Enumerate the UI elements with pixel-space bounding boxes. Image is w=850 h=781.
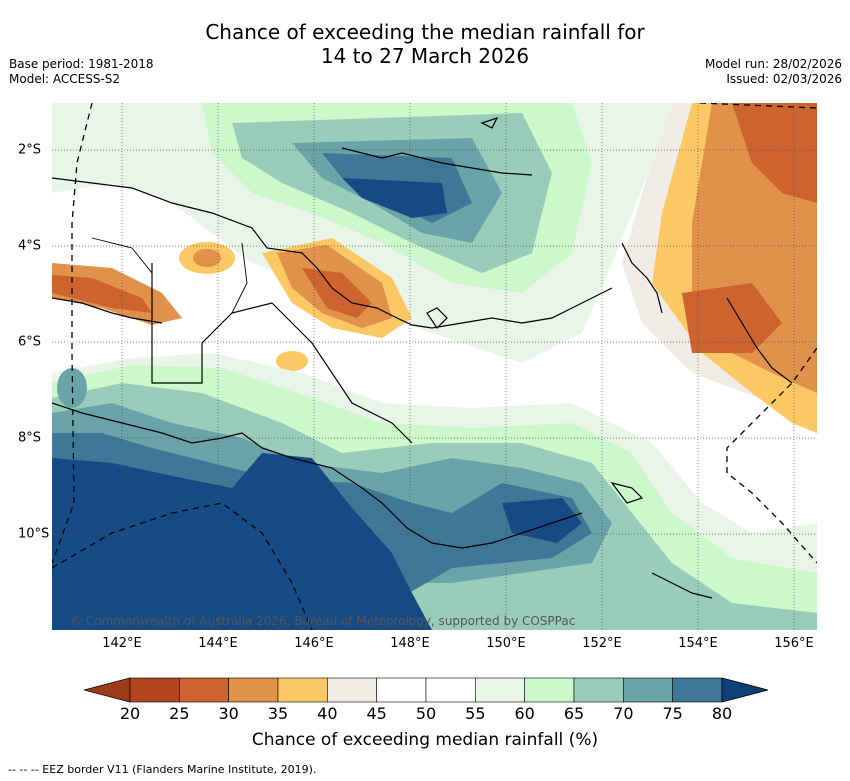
colorbar-title: Chance of exceeding median rainfall (%) [251, 730, 599, 750]
colorbar-label-80: 80 [711, 704, 733, 723]
colorbar [84, 677, 768, 703]
colorbar-label-75: 75 [662, 704, 683, 723]
eez-footnote: -- -- -- EEZ border V11 (Flanders Marine… [8, 763, 317, 776]
colorbar-swatch-40 [327, 677, 377, 703]
title-line-2: 14 to 27 March 2026 [320, 44, 530, 68]
lon-tick-150e: 150°E [486, 636, 526, 651]
colorbar-label-40: 40 [317, 704, 338, 723]
region-25-central [302, 268, 372, 318]
region-30-small-1 [193, 249, 221, 267]
eez-borders [52, 103, 817, 630]
colorbar-over-triangle [721, 677, 768, 703]
colorbar-label-25: 25 [169, 704, 190, 723]
lon-axis: 142°E 144°E 146°E 148°E 150°E 152°E 154°… [0, 636, 850, 654]
base-period-text: Base period: 1981-2018 [9, 57, 154, 71]
region-80-south [52, 453, 432, 630]
colorbar-swatch-70 [623, 677, 673, 703]
lon-tick-144e: 144°E [198, 636, 238, 651]
region-25-30-east-2 [682, 283, 782, 353]
colorbar-label-55: 55 [465, 704, 486, 723]
lat-tick-8s: 8°S [18, 430, 42, 446]
colorbar-label-65: 65 [563, 704, 585, 723]
map-title: Chance of exceeding the median rainfall … [0, 20, 850, 68]
lat-tick-6s: 6°S [18, 334, 42, 350]
copyright-text: © Commonwealth of Australia 2026, Bureau… [70, 614, 576, 628]
colorbar-swatch-25 [179, 677, 229, 703]
lon-tick-146e: 146°E [294, 636, 334, 651]
rainfall-map [52, 103, 817, 630]
region-25-west [52, 275, 152, 313]
model-text: Model: ACCESS-S2 [9, 72, 121, 86]
lon-tick-154e: 154°E [678, 636, 718, 651]
lon-tick-156e: 156°E [774, 636, 814, 651]
colorbar-label-50: 50 [415, 704, 437, 723]
province-borders [91, 237, 248, 378]
meta-right: Model run: 28/02/2026 Issued: 02/03/2026 [705, 57, 842, 87]
lon-tick-148e: 148°E [390, 636, 430, 651]
colorbar-labels: 20 25 30 35 40 45 50 55 60 65 70 75 80 [0, 704, 850, 724]
region-25-30-east [732, 103, 817, 203]
colorbar-swatch-60 [524, 677, 575, 703]
map-canvas [52, 103, 817, 630]
meta-left: Base period: 1981-2018 Model: ACCESS-S2 [9, 57, 154, 87]
colorbar-label-70: 70 [613, 704, 634, 723]
lat-tick-10s: 10°S [18, 526, 50, 542]
graticule [52, 103, 817, 630]
colorbar-label-45: 45 [366, 704, 387, 723]
lat-tick-4s: 4°S [18, 238, 42, 254]
region-80-north [342, 178, 447, 218]
region-35-small-2 [276, 351, 308, 371]
colorbar-label-60: 60 [514, 704, 535, 723]
colorbar-swatch-30 [228, 677, 279, 703]
title-line-1: Chance of exceeding the median rainfall … [205, 20, 645, 44]
colorbar-label-30: 30 [218, 704, 239, 723]
colorbar-swatch-20 [129, 677, 180, 703]
colorbar-label-20: 20 [119, 704, 141, 723]
lat-tick-2s: 2°S [18, 142, 42, 158]
colorbar-swatch-55 [475, 677, 525, 703]
lon-tick-142e: 142°E [102, 636, 142, 651]
colorbar-swatch-50 [425, 677, 476, 703]
colorbar-swatch-45 [376, 677, 427, 703]
model-run-text: Model run: 28/02/2026 [704, 57, 842, 71]
colorbar-swatch-65 [573, 677, 624, 703]
coastlines [52, 116, 793, 599]
colorbar-swatch-35 [277, 677, 328, 703]
lon-tick-152e: 152°E [582, 636, 622, 651]
colorbar-label-35: 35 [267, 704, 289, 723]
region-80-southeast [502, 498, 582, 543]
colorbar-under-triangle [84, 677, 131, 703]
issued-text: Issued: 02/03/2026 [726, 72, 842, 86]
colorbar-swatch-75 [672, 677, 723, 703]
